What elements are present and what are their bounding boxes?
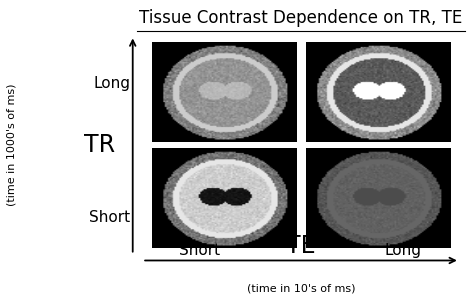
- Text: Short: Short: [89, 210, 130, 225]
- Text: PDW: PDW: [158, 62, 188, 75]
- Text: T2: T2: [374, 62, 390, 75]
- Text: (time in 10's of ms): (time in 10's of ms): [247, 283, 355, 293]
- Text: TE: TE: [286, 234, 316, 258]
- Text: Long: Long: [93, 76, 130, 91]
- Text: TR: TR: [84, 133, 115, 157]
- Text: (time in 1000's of ms): (time in 1000's of ms): [7, 84, 17, 206]
- Text: T1: T1: [158, 154, 173, 167]
- Text: Tissue Contrast Dependence on TR, TE: Tissue Contrast Dependence on TR, TE: [139, 9, 463, 27]
- Text: poor!: poor!: [358, 154, 392, 167]
- Text: Short: Short: [179, 242, 220, 258]
- Text: Long: Long: [384, 242, 421, 258]
